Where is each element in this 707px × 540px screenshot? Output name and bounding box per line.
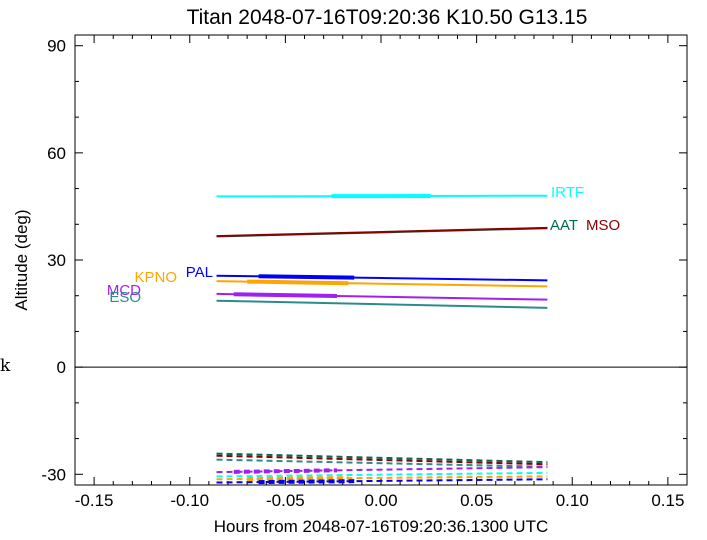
y-tick-label: -30	[41, 465, 66, 484]
below-horizon-window	[247, 476, 349, 482]
plot-frame	[74, 34, 688, 486]
x-tick-label: 0.05	[460, 491, 493, 510]
series-line-mso	[216, 226, 548, 238]
series-line-eso	[216, 299, 548, 309]
y-axis-label: Altitude (deg)	[12, 209, 31, 310]
x-tick-label: -0.10	[170, 491, 209, 510]
below-horizon-window	[233, 468, 338, 474]
label-mcd: MCD	[107, 282, 141, 299]
y-tick-label: 30	[47, 251, 66, 270]
series-window-pal	[258, 274, 355, 280]
below-horizon-line	[216, 458, 548, 468]
stray-character: k	[0, 356, 11, 376]
x-tick-label: 0.00	[364, 491, 397, 510]
x-tick-label: 0.15	[651, 491, 684, 510]
x-tick-label: 0.10	[556, 491, 589, 510]
label-eso: ESO	[109, 289, 141, 306]
y-tick-labels: -30 0 30 60 90	[41, 37, 66, 485]
x-tick-label: -0.15	[75, 491, 114, 510]
y-tick-label: 60	[47, 144, 66, 163]
chart-title: Titan 2048-07-16T09:20:36 K10.50 G13.15	[187, 6, 588, 29]
axis-ticks	[74, 35, 688, 485]
series-layer	[216, 193, 548, 309]
label-irtf: IRTF	[551, 184, 584, 201]
series-window-kpno	[247, 279, 349, 286]
below-horizon-line	[216, 454, 548, 466]
x-tick-labels: -0.15 -0.10 -0.05 0.00 0.05 0.10 0.15	[75, 491, 685, 510]
label-mso: MSO	[586, 217, 620, 234]
y-tick-label: 0	[57, 358, 66, 377]
below-horizon-layer	[216, 452, 548, 485]
label-aat: AAT	[550, 217, 578, 234]
y-tick-label: 90	[47, 37, 66, 56]
below-horizon-line	[216, 452, 548, 464]
series-window-mcd	[233, 292, 338, 299]
x-axis-label: Hours from 2048-07-16T09:20:36.1300 UTC	[214, 517, 549, 536]
label-kpno: KPNO	[134, 269, 177, 286]
x-tick-label: -0.05	[266, 491, 305, 510]
below-horizon-line	[216, 471, 548, 478]
below-horizon-window	[258, 479, 355, 485]
label-pal: PAL	[186, 264, 213, 281]
below-horizon-line	[216, 466, 548, 474]
